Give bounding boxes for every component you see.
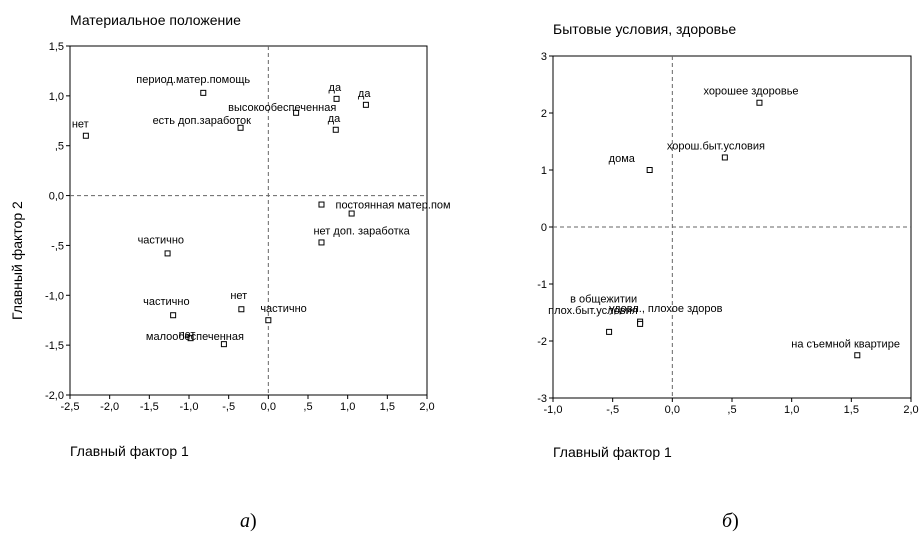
point-label: дома: [609, 153, 636, 165]
point-label: да: [358, 88, 371, 100]
x-tick-label: 1,5: [844, 404, 859, 416]
x-tick-label: 0,0: [665, 404, 680, 416]
data-point: [200, 89, 207, 96]
data-point: [318, 239, 325, 246]
x-tick-label: -,5: [606, 404, 619, 416]
chart-left: Материальное положение -2,5 -2,0 -1,5 -1,0-…: [9, 12, 451, 459]
chart-right-points: хорошее здоровье хорош.быт.условия дома удо…: [548, 86, 900, 359]
y-tick-label: -1,0: [45, 290, 64, 302]
point-label: постоянная матер.пом: [335, 200, 450, 212]
x-tick-label: 1,0: [340, 401, 355, 413]
point-label: удовл., плохое здоров: [609, 303, 723, 315]
caption-right: б): [722, 510, 739, 532]
data-point: [318, 201, 325, 208]
y-tick-label: -3: [537, 393, 547, 405]
chart-left-y-ticks: 1,5 1,0 ,5 0,0 -,5 -1,0 -1,5 -2,0: [45, 41, 70, 402]
chart-left-points: нет период.матер.помощь высокообеспеченная…: [72, 74, 451, 348]
data-point: [237, 124, 244, 131]
point-label: нет доп. заработка: [313, 225, 410, 237]
chart-left-plot-area: [69, 45, 428, 396]
point-label: частично: [138, 234, 184, 246]
y-tick-label: 0: [541, 222, 547, 234]
point-label: период.матер.помощь: [136, 74, 250, 86]
x-tick-label: 2,0: [419, 401, 434, 413]
point-label: нет: [72, 119, 89, 131]
y-tick-label: -2: [537, 336, 547, 348]
y-tick-label: ,5: [55, 141, 64, 153]
chart-right-x-axis-label: Главный фактор 1: [553, 444, 672, 460]
caption-left-paren: ): [250, 510, 257, 532]
chart-left-title: Материальное положение: [70, 12, 241, 28]
point-label: хорошее здоровье: [703, 86, 798, 98]
chart-right-reference-lines: [553, 56, 911, 398]
x-tick-label: ,5: [727, 404, 736, 416]
y-tick-label: 3: [541, 51, 547, 63]
data-point: [348, 210, 355, 217]
point-label: частично: [143, 296, 189, 308]
point-label: да: [329, 82, 342, 94]
x-tick-label: 0,0: [261, 401, 276, 413]
y-tick-label: 2: [541, 108, 547, 120]
point-label: да: [328, 113, 341, 125]
point-label: нет: [230, 290, 247, 302]
x-tick-label: ,5: [303, 401, 312, 413]
y-tick-label: -2,0: [45, 390, 64, 402]
chart-left-x-axis-label: Главный фактор 1: [70, 443, 189, 459]
y-tick-label: 0,0: [49, 191, 64, 203]
data-point: [332, 126, 339, 133]
x-tick-label: -2,0: [100, 401, 119, 413]
data-point: [646, 167, 653, 173]
chart-right-x-ticks: -1,0 -,5 0,0 ,5 1,0 1,5 2,0: [544, 398, 919, 416]
data-point: [721, 154, 728, 161]
data-point: [170, 312, 177, 319]
data-point: [637, 320, 644, 327]
x-tick-label: -1,5: [140, 401, 159, 413]
data-point: [82, 132, 89, 139]
y-tick-label: 1,5: [49, 41, 64, 53]
data-point: [756, 99, 763, 106]
data-point: [220, 341, 227, 348]
point-label: плох.быт.условия: [548, 305, 638, 317]
x-tick-label: 2,0: [903, 404, 918, 416]
data-point: [362, 101, 369, 108]
y-tick-label: -1,5: [45, 340, 64, 352]
point-label: на съемной квартире: [791, 338, 900, 350]
chart-left-y-axis-label: Главный фактор 2: [9, 201, 25, 320]
point-label: частично: [260, 303, 306, 315]
data-point: [238, 306, 245, 313]
caption-left: а): [240, 510, 257, 532]
chart-right: Бытовые условия, здоровье -1,0 -,5 0,0 ,5 1,…: [537, 21, 918, 460]
x-tick-label: 1,0: [784, 404, 799, 416]
x-tick-label: -2,5: [61, 401, 80, 413]
x-tick-label: 1,5: [380, 401, 395, 413]
data-point: [187, 335, 194, 342]
data-point: [265, 317, 272, 324]
y-tick-label: -1: [537, 279, 547, 291]
point-label: в общежитии: [570, 294, 637, 306]
x-tick-label: -,5: [222, 401, 235, 413]
data-point: [606, 328, 613, 335]
data-point: [854, 352, 861, 359]
caption-right-paren: ): [732, 510, 739, 532]
chart-left-x-ticks: -2,5 -2,0 -1,5 -1,0 -,5 0,0 ,5 1,0 1,5 2,0: [61, 395, 435, 413]
chart-right-title: Бытовые условия, здоровье: [553, 21, 736, 37]
point-label: малообеспеченная: [146, 331, 244, 343]
caption-left-letter: а: [240, 510, 250, 532]
point-label: хорош.быт.условия: [667, 140, 765, 152]
point-label: есть доп.заработок: [153, 115, 252, 127]
y-tick-label: -,5: [51, 240, 64, 252]
x-tick-label: -1,0: [544, 404, 563, 416]
caption-right-letter: б: [722, 510, 733, 532]
chart-right-y-ticks: 3 2 1 0 -1 -2 -3: [537, 51, 553, 405]
y-tick-label: 1: [541, 165, 547, 177]
y-tick-label: 1,0: [49, 91, 64, 103]
data-point: [164, 250, 171, 257]
chart-left-reference-lines: [70, 46, 427, 395]
data-point: [293, 109, 300, 116]
data-point: [333, 95, 340, 102]
point-label: нет: [179, 329, 196, 341]
point-label: высокообеспеченная: [228, 102, 336, 114]
x-tick-label: -1,0: [180, 401, 199, 413]
